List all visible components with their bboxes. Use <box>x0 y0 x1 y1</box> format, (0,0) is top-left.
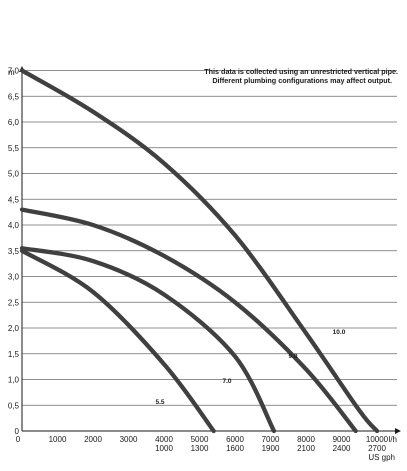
x-tick-label-lh: 0 <box>16 435 21 444</box>
y-tick-label: 4,0 <box>8 221 20 230</box>
x-tick-label-lh: 10000 <box>366 435 389 444</box>
grid-lines <box>22 70 397 406</box>
y-axis-label: m <box>8 68 15 77</box>
y-tick-label: 1,5 <box>8 350 20 359</box>
curve-5-5 <box>19 248 216 434</box>
y-tick-label: 3,5 <box>8 247 20 256</box>
x-tick-label-lh: 9000 <box>333 435 351 444</box>
axes <box>19 66 401 434</box>
x-tick-label-lh: 3000 <box>120 435 138 444</box>
y-tick-label: 4,5 <box>8 195 20 204</box>
x-axis-arrow <box>395 428 401 434</box>
x-tick-label-gph: 1600 <box>226 444 244 453</box>
x-tick-label-lh: 5000 <box>191 435 209 444</box>
chart-note-line-1: This data is collected using an unrestri… <box>204 67 398 76</box>
y-tick-label: 5,5 <box>8 144 20 153</box>
x-axis-label-lh: l/h <box>389 435 397 444</box>
x-tick-label-gph: 2400 <box>333 444 351 453</box>
curve-9-0 <box>19 207 358 434</box>
y-tick-label: 0,5 <box>8 401 20 410</box>
x-tick-label-gph: 1900 <box>262 444 280 453</box>
x-tick-label-lh: 8000 <box>297 435 315 444</box>
y-tick-label: 1,0 <box>8 376 20 385</box>
curve-label: 10.0 <box>333 329 346 336</box>
x-tick-label-lh: 4000 <box>155 435 173 444</box>
y-tick-label: 2,5 <box>8 298 20 307</box>
x-tick-label-gph: 1300 <box>191 444 209 453</box>
y-tick-label: 2,0 <box>8 324 20 333</box>
y-tick-label: 5,0 <box>8 170 20 179</box>
x-axis-label-gph: US gph <box>368 453 395 462</box>
curve-10-0 <box>19 68 380 434</box>
x-tick-label-lh: 7000 <box>262 435 280 444</box>
y-tick-label: 6,0 <box>8 118 20 127</box>
y-tick-label: 3,0 <box>8 273 20 282</box>
curve-7-0 <box>19 246 277 434</box>
x-tick-label-lh: 1000 <box>49 435 67 444</box>
x-tick-label-gph: 2700 <box>368 444 386 453</box>
y-tick-label: 0 <box>15 427 20 436</box>
labels: 0 0,5 1,0 1,5 2,0 2,5 3,0 3,5 4,0 4,5 5,0 5,5 6,0 6,5… <box>8 67 389 454</box>
curve-label: 5.5 <box>155 399 164 406</box>
y-tick-label: 6,5 <box>8 92 20 101</box>
x-tick-label-gph: 1000 <box>155 444 173 453</box>
x-tick-label-lh: 2000 <box>84 435 102 444</box>
curve-label: 7.0 <box>222 378 231 385</box>
x-tick-label-lh: 6000 <box>226 435 244 444</box>
y-tick-label: 7,0 <box>8 67 20 76</box>
chart-note-line-2: Different plumbing configurations may af… <box>212 76 392 85</box>
curves <box>19 68 380 434</box>
x-tick-label-gph: 2100 <box>297 444 315 453</box>
curve-label: 9.0 <box>288 353 297 360</box>
